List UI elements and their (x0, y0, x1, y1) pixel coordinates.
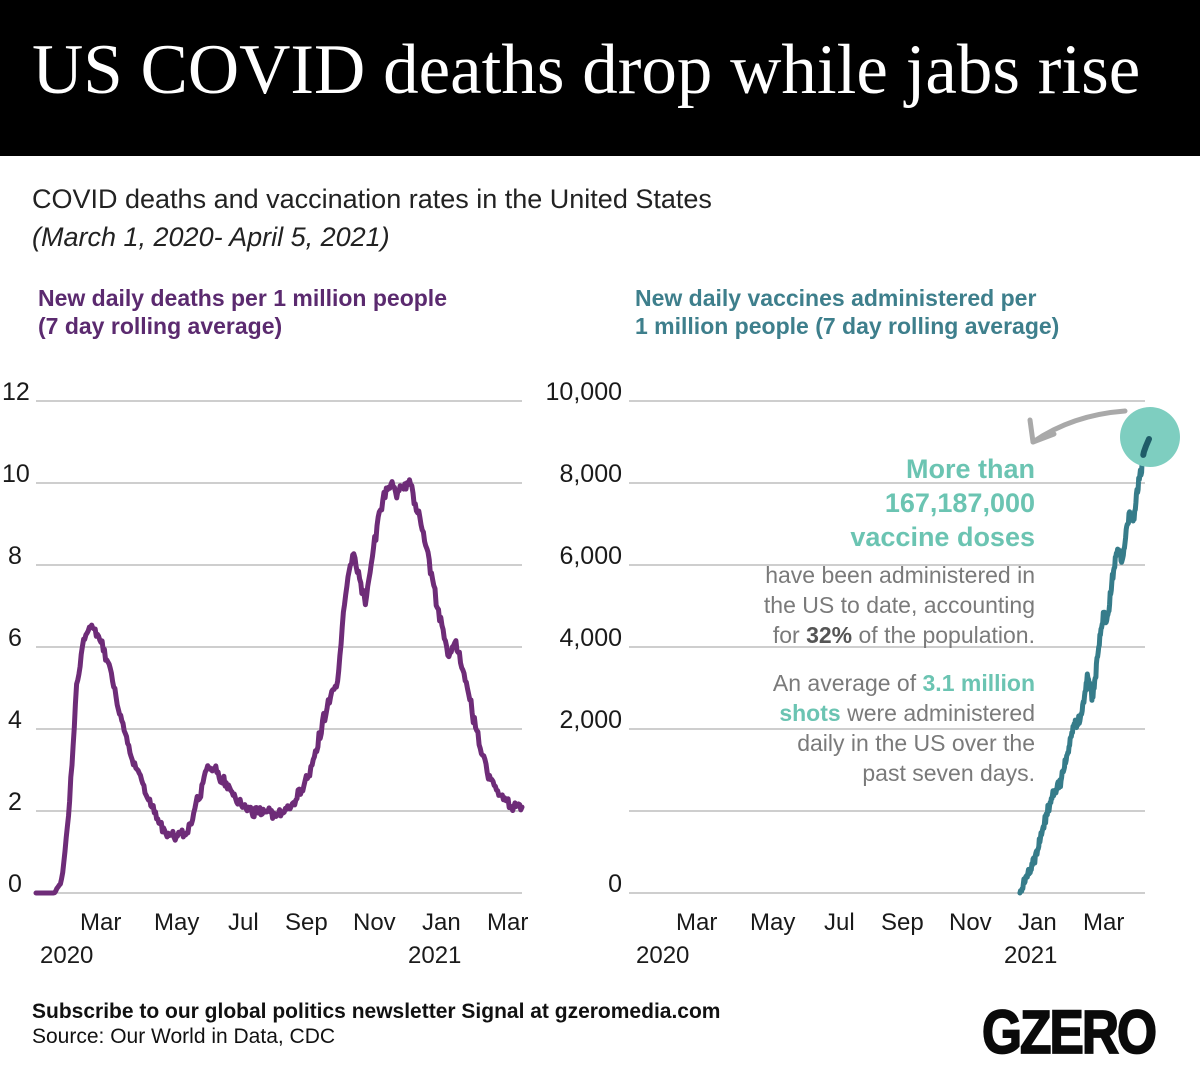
svg-text:Mar: Mar (80, 909, 121, 936)
svg-text:2,000: 2,000 (559, 706, 622, 734)
svg-text:0: 0 (608, 870, 622, 898)
svg-text:4: 4 (8, 706, 22, 734)
svg-text:2020: 2020 (636, 942, 689, 969)
svg-text:4,000: 4,000 (559, 624, 622, 652)
svg-text:Mar: Mar (1083, 909, 1124, 936)
svg-text:2021: 2021 (1004, 942, 1057, 969)
svg-text:Jan: Jan (1018, 909, 1057, 936)
svg-text:May: May (750, 909, 795, 936)
svg-text:6: 6 (8, 624, 22, 652)
svg-text:Nov: Nov (353, 909, 396, 936)
svg-text:2020: 2020 (40, 942, 93, 969)
svg-text:Mar: Mar (487, 909, 528, 936)
svg-text:10,000: 10,000 (546, 378, 622, 406)
svg-text:Jan: Jan (422, 909, 461, 936)
svg-text:10: 10 (2, 460, 30, 488)
svg-text:Jul: Jul (228, 909, 259, 936)
svg-text:12: 12 (2, 378, 30, 406)
svg-text:Nov: Nov (949, 909, 992, 936)
svg-text:6,000: 6,000 (559, 542, 622, 570)
svg-text:0: 0 (8, 870, 22, 898)
svg-text:Jul: Jul (824, 909, 855, 936)
svg-text:8,000: 8,000 (559, 460, 622, 488)
svg-text:2021: 2021 (408, 942, 461, 969)
svg-text:8: 8 (8, 542, 22, 570)
svg-text:Sep: Sep (881, 909, 924, 936)
svg-text:Sep: Sep (285, 909, 328, 936)
svg-text:May: May (154, 909, 199, 936)
svg-text:Mar: Mar (676, 909, 717, 936)
svg-text:2: 2 (8, 788, 22, 816)
